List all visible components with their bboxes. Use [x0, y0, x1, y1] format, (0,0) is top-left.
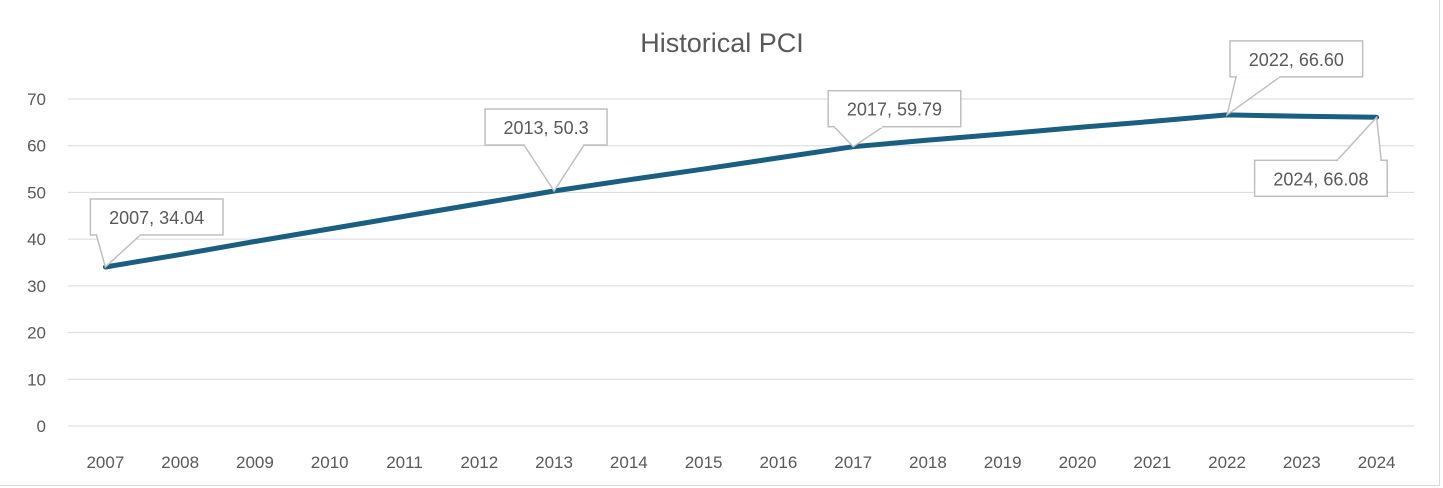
data-label-callout: 2024, 66.08 [1253, 115, 1388, 198]
y-tick-label: 70 [27, 90, 46, 109]
y-tick-label: 60 [27, 137, 46, 156]
data-point [1301, 115, 1303, 117]
data-label: 2017, 59.79 [847, 100, 942, 120]
data-label: 2007, 34.04 [109, 208, 204, 228]
data-point [1002, 133, 1004, 135]
data-point [254, 240, 256, 242]
callout-box [1253, 159, 1388, 198]
x-tick-label: 2023 [1283, 453, 1321, 472]
x-tick-label: 2011 [386, 453, 423, 472]
x-tick-label: 2007 [86, 453, 124, 472]
x-tick-label: 2020 [1059, 453, 1097, 472]
data-point [404, 215, 405, 217]
x-tick-label: 2024 [1358, 453, 1396, 472]
callout-pointer [1225, 76, 1283, 117]
data-label-callout: 2017, 59.79 [827, 89, 962, 148]
x-tick-label: 2014 [610, 453, 648, 472]
data-point [628, 179, 630, 181]
y-tick-label: 20 [27, 324, 46, 343]
data-point [179, 254, 181, 256]
y-tick-label: 0 [37, 417, 46, 436]
callout-box [827, 89, 962, 128]
y-tick-label: 40 [27, 230, 46, 249]
x-tick-label: 2015 [685, 453, 723, 472]
data-point [703, 168, 705, 170]
x-tick-label: 2008 [161, 453, 199, 472]
data-label: 2024, 66.08 [1273, 169, 1368, 189]
x-tick-label: 2019 [984, 453, 1022, 472]
chart-title: Historical PCI [640, 28, 804, 58]
y-tick-label: 10 [27, 370, 46, 389]
data-label-callout: 2007, 34.04 [89, 198, 224, 269]
callout-pointer [1335, 115, 1383, 162]
x-tick-label: 2021 [1133, 453, 1171, 472]
series-line [102, 112, 1380, 270]
data-label: 2022, 66.60 [1249, 50, 1344, 70]
y-tick-label: 50 [27, 183, 46, 202]
data-point [777, 157, 779, 159]
x-tick-label: 2022 [1208, 453, 1246, 472]
callout-box [1229, 40, 1364, 78]
data-label-callout: 2022, 66.60 [1225, 40, 1364, 117]
x-tick-label: 2009 [236, 453, 274, 472]
callout-box [89, 198, 224, 236]
data-label-callout: 2013, 50.3 [484, 108, 608, 193]
x-tick-label: 2018 [909, 453, 947, 472]
data-point [1151, 120, 1153, 122]
x-tick-label: 2012 [460, 453, 498, 472]
x-tick-label: 2010 [311, 453, 349, 472]
data-point [927, 139, 929, 141]
callout-pointer [522, 144, 586, 193]
data-point [1077, 126, 1078, 128]
data-point [329, 228, 331, 230]
y-tick-label: 30 [27, 277, 46, 296]
data-label: 2013, 50.3 [504, 118, 589, 138]
x-tick-label: 2016 [759, 453, 797, 472]
data-point [478, 203, 480, 205]
x-tick-label: 2013 [535, 453, 573, 472]
x-tick-label: 2017 [834, 453, 872, 472]
